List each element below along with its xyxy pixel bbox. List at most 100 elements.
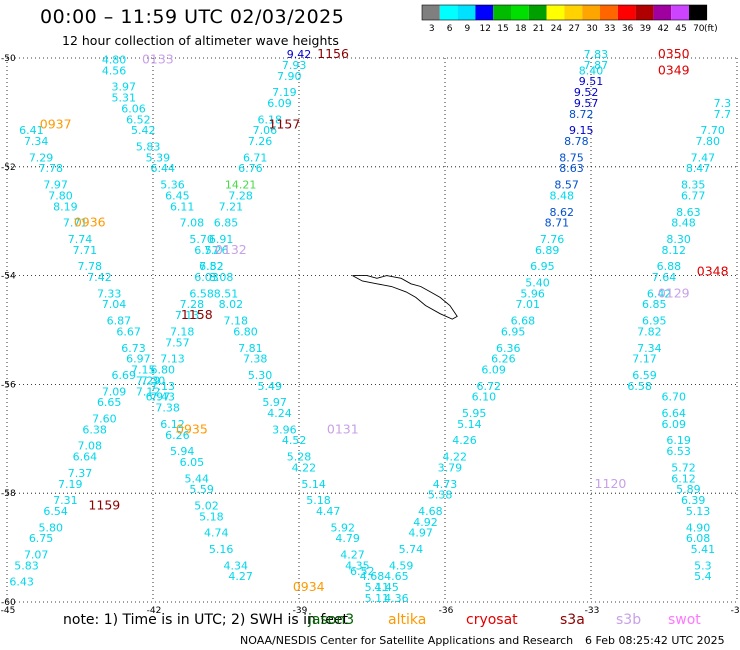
wave-height-value: 14.21 — [225, 179, 257, 192]
lon-label: -45 — [1, 606, 16, 616]
wave-height-value: 7.42 — [87, 271, 112, 284]
wave-height-value: 5.49 — [258, 380, 283, 393]
wave-height-value: 7.3 — [714, 97, 732, 110]
wave-height-value: 7.80 — [48, 189, 73, 202]
wave-height-value: 7.38 — [155, 402, 180, 415]
wave-height-value: 5.94 — [170, 445, 195, 458]
wave-height-value: 6.09 — [481, 364, 506, 377]
wave-height-value: 4.22 — [292, 461, 317, 474]
wave-height-value: 4.97 — [408, 527, 433, 540]
wave-height-value: 6.67 — [116, 325, 141, 338]
wave-height-value: 6.82 — [199, 260, 224, 273]
wave-height-value: 8.47 — [686, 162, 711, 175]
footer-credit: NOAA/NESDIS Center for Satellite Applica… — [240, 634, 574, 647]
wave-height-value: 6.39 — [681, 494, 706, 507]
colorbar-swatch — [546, 5, 565, 20]
wave-height-value: 4.27 — [340, 548, 365, 561]
colorbar-tick-label: 12 — [479, 24, 490, 34]
lat-label: -56 — [1, 380, 16, 390]
wave-height-value: 6.68 — [511, 315, 536, 328]
wave-height-value: 6.76 — [238, 162, 263, 175]
pass-time-label: 0350 — [658, 46, 690, 61]
wave-height-value: 8.40 — [579, 64, 604, 77]
wave-height-value: 7.31 — [53, 494, 78, 507]
colorbar-swatch — [528, 5, 547, 20]
wave-height-value: 6.73 — [121, 342, 146, 355]
wave-height-value: 4.79 — [335, 532, 360, 545]
wave-height-value: 7.37 — [68, 467, 93, 480]
colorbar-unit: (ft) — [704, 24, 718, 34]
wave-height-value: 5.92 — [331, 521, 356, 534]
wave-height-value: 5.72 — [671, 461, 696, 474]
wave-height-value: 7.08 — [180, 217, 205, 230]
colorbar-swatch — [422, 5, 440, 20]
wave-height-value: 5.41 — [691, 543, 716, 556]
wave-height-value: 8.57 — [554, 179, 579, 192]
pass-time-label: 0935 — [176, 421, 208, 436]
wave-height-value: 7.97 — [43, 179, 68, 192]
colorbar-swatch — [439, 5, 458, 20]
pass-time-label: 0936 — [74, 215, 106, 230]
wave-height-value: 6.97 — [146, 391, 171, 404]
wave-height-value: 6.95 — [530, 260, 555, 273]
wave-height-value: 6.26 — [491, 353, 516, 366]
colorbar-swatch — [600, 5, 618, 20]
wave-height-value: 6.58 — [189, 287, 214, 300]
wave-height-value: 7.09 — [102, 385, 127, 398]
lat-label: -50 — [1, 54, 16, 64]
wave-height-value: 5.42 — [131, 124, 156, 137]
wave-height-value: 6.05 — [180, 456, 205, 469]
pass-time-label: 0934 — [293, 579, 325, 594]
wave-height-value: 8.75 — [559, 151, 584, 164]
wave-height-value: 7.13 — [150, 380, 175, 393]
wave-height-value: 6.70 — [661, 391, 686, 404]
wave-height-value: 8.30 — [666, 233, 691, 246]
pass-time-label: 0349 — [658, 62, 690, 77]
pass-time-label: 0937 — [40, 117, 72, 132]
wave-height-value: 4.65 — [384, 570, 409, 583]
wave-height-value: 8.78 — [564, 135, 589, 148]
colorbar-tick-label: 24 — [551, 24, 563, 34]
wave-height-value: 4.56 — [102, 64, 127, 77]
wave-height-value: 7.18 — [223, 315, 248, 328]
wave-height-value: 7.29 — [136, 374, 161, 387]
pass-time-label: 0348 — [697, 264, 729, 279]
wave-height-value: 4.52 — [282, 434, 307, 447]
wave-height-value: 6.06 — [121, 102, 146, 115]
wave-height-value: 7.78 — [39, 162, 64, 175]
wave-height-value: 6.44 — [150, 162, 175, 175]
wave-height-value: 6.26 — [165, 429, 190, 442]
wave-height-value: 8.08 — [209, 271, 234, 284]
wave-height-value: 6.77 — [681, 189, 706, 202]
wave-height-value: 5.31 — [112, 92, 137, 105]
wave-height-value: 4.68 — [360, 570, 385, 583]
wave-height-value: 7.47 — [691, 151, 716, 164]
wave-height-value: 9.15 — [569, 124, 594, 137]
wave-height-value: 6.80 — [150, 364, 175, 377]
wave-height-value: 4.22 — [442, 451, 467, 464]
colorbar-tick-label: 42 — [657, 24, 668, 34]
wave-height-value: 9.51 — [579, 75, 604, 88]
pass-time-label: 1159 — [88, 498, 120, 513]
wave-height-value: 6.42 — [647, 287, 672, 300]
wave-height-value: 6.91 — [209, 233, 234, 246]
wave-height-value: 7.60 — [92, 412, 117, 425]
pass-time-label: 1157 — [268, 117, 300, 132]
wave-height-value: 6.80 — [233, 325, 258, 338]
wave-height-value: 6.54 — [43, 505, 68, 518]
colorbar-swatch — [653, 5, 672, 20]
wave-height-value: 7.30 — [141, 374, 166, 387]
colorbar-tick-label: 3 — [429, 24, 435, 34]
colorbar-swatch — [457, 5, 476, 20]
wave-height-value: 6.09 — [661, 418, 686, 431]
colorbar-swatch — [617, 5, 636, 20]
wave-height-value: 6.71 — [243, 151, 268, 164]
wave-height-value: 4.68 — [418, 505, 443, 518]
wave-height-value: 6.69 — [112, 369, 137, 382]
wave-height-value: 7.81 — [238, 342, 263, 355]
wave-height-value: 4.73 — [433, 478, 458, 491]
wave-height-value: 5.14 — [457, 418, 482, 431]
wave-height-value: 7.19 — [272, 86, 297, 99]
wave-height-value: 7.71 — [63, 217, 88, 230]
wave-height-value: 5.16 — [209, 543, 234, 556]
